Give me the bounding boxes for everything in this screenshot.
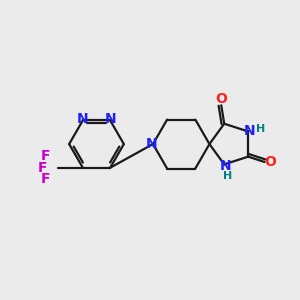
Text: F: F bbox=[40, 149, 50, 164]
Text: H: H bbox=[256, 124, 265, 134]
Text: N: N bbox=[104, 112, 116, 126]
Text: O: O bbox=[215, 92, 227, 106]
Text: N: N bbox=[77, 112, 88, 126]
Text: N: N bbox=[220, 159, 232, 173]
Text: F: F bbox=[38, 161, 47, 175]
Text: N: N bbox=[146, 137, 157, 151]
Text: H: H bbox=[223, 171, 232, 181]
Text: N: N bbox=[244, 124, 256, 138]
Text: F: F bbox=[40, 172, 50, 186]
Text: O: O bbox=[265, 155, 276, 169]
